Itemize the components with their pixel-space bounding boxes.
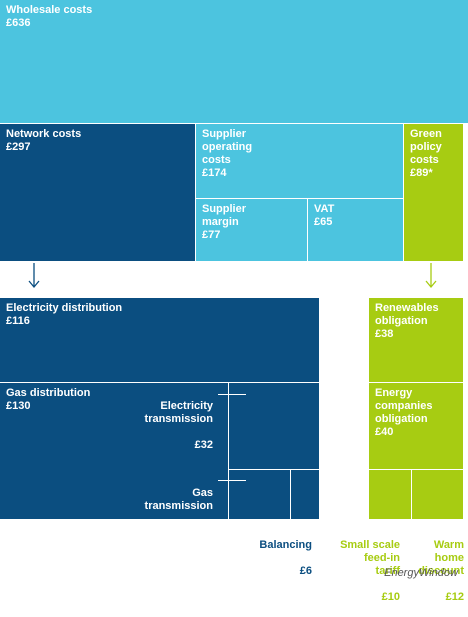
warm-home-discount-value: £12 [445,591,464,603]
wholesale-costs-value: £636 [6,17,31,29]
green-policy-costs-label: Green policy costs [410,128,442,166]
network-arrow-icon [28,263,40,289]
electricity-distribution-label: Electricity distribution [6,302,123,314]
vat-value: £65 [314,216,333,228]
supplier-margin-label: Supplier margin [202,203,247,228]
balancing-value: £6 [299,565,312,577]
wholesale-costs-block: Wholesale costs £636 [0,0,468,123]
small-scale-feed-in-tariff-label: Small scale feed-in tariff [340,539,400,577]
vat-block: VAT £65 [308,199,403,261]
gas-distribution-label: Gas distribution [6,387,91,399]
energy-companies-obligation-label: Energy companies obligation [375,387,433,425]
wholesale-costs-label: Wholesale costs [6,4,93,16]
network-costs-block: Network costs £297 [0,124,195,261]
small-scale-feed-in-tariff-block [369,470,411,519]
gas-transmission-value: £13 [194,526,213,538]
gas-transmission-block [229,470,290,519]
gas-transmission-text: Gas transmission £13 [130,474,213,552]
electricity-transmission-value: £32 [194,439,213,451]
supplier-margin-block: Supplier margin £77 [196,199,307,261]
renewables-obligation-block: Renewables obligation £38 [369,298,463,382]
electricity-distribution-value: £116 [6,315,30,327]
electricity-transmission-leader [218,394,246,395]
supplier-margin-value: £77 [202,229,221,241]
warm-home-discount-label: Warm home discount [418,539,464,577]
balancing-block [291,470,319,519]
electricity-distribution-block: Electricity distribution £116 [0,298,319,382]
small-scale-feed-in-tariff-value: £10 [381,591,400,603]
warm-home-discount-block [412,470,463,519]
gas-transmission-leader [218,480,246,481]
warm-home-discount-text: Warm home discount £12 [410,526,464,617]
energy-companies-obligation-value: £40 [375,426,394,438]
green-policy-costs-block: Green policy costs £89* [404,124,463,261]
supplier-operating-costs-block: Supplier operating costs £174 [196,124,403,198]
electricity-transmission-text: Electricity transmission £32 [130,387,213,465]
balancing-label: Balancing [259,539,312,551]
breakdown-arrows [28,263,437,289]
small-scale-feed-in-tariff-text: Small scale feed-in tariff £10 [326,526,400,617]
gas-transmission-label: Gas transmission [144,487,213,512]
network-costs-label: Network costs [6,128,82,140]
energy-companies-obligation-block: Energy companies obligation £40 [369,383,463,469]
electricity-transmission-label: Electricity transmission [144,400,213,425]
balancing-text: Balancing £6 [232,526,312,591]
green-arrow-icon [425,263,437,289]
renewables-obligation-label: Renewables obligation [375,302,439,327]
gas-distribution-value: £130 [6,400,31,412]
watermark: EnergyWindow [384,567,458,579]
electricity-transmission-block [229,383,319,469]
vat-label: VAT [314,203,335,215]
renewables-obligation-value: £38 [375,328,394,340]
supplier-operating-costs-value: £174 [202,167,227,179]
network-costs-value: £297 [6,141,31,153]
green-policy-costs-value: £89* [410,167,433,179]
gas-distribution-block: Gas distribution £130 [0,383,228,519]
supplier-operating-costs-label: Supplier operating costs [202,128,253,166]
